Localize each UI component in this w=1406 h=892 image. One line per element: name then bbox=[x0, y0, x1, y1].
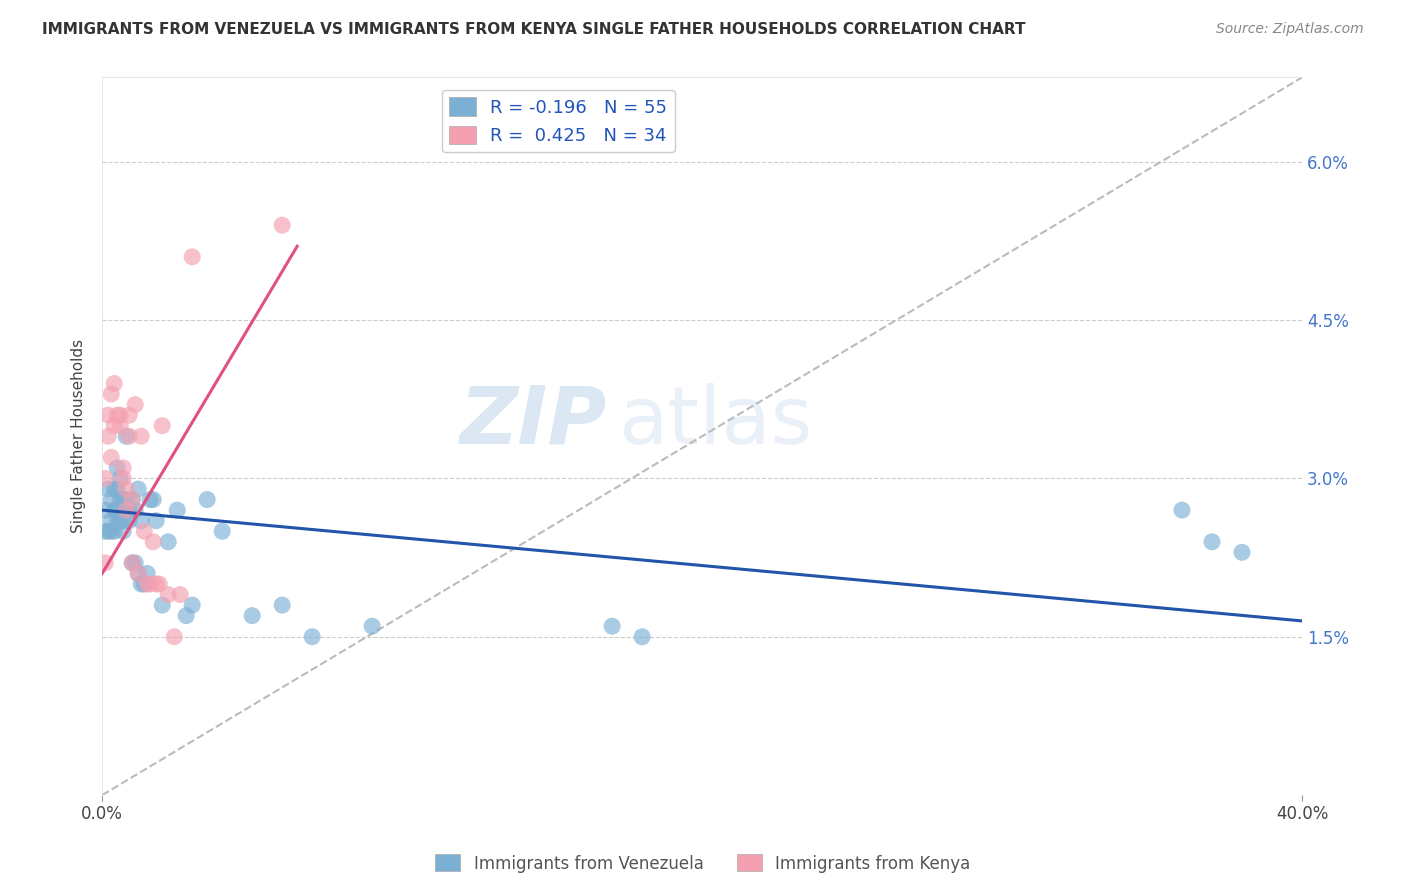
Point bbox=[121, 492, 143, 507]
Point bbox=[169, 588, 191, 602]
Point bbox=[108, 471, 131, 485]
Point bbox=[112, 524, 135, 539]
Point bbox=[129, 514, 152, 528]
Point bbox=[105, 482, 128, 496]
Point bbox=[150, 598, 173, 612]
Legend: R = -0.196   N = 55, R =  0.425   N = 34: R = -0.196 N = 55, R = 0.425 N = 34 bbox=[441, 90, 675, 153]
Point bbox=[108, 492, 131, 507]
Point bbox=[142, 534, 165, 549]
Point bbox=[108, 418, 131, 433]
Point bbox=[124, 503, 146, 517]
Point bbox=[139, 577, 162, 591]
Point bbox=[136, 566, 159, 581]
Text: atlas: atlas bbox=[619, 383, 813, 461]
Point bbox=[100, 492, 122, 507]
Point bbox=[124, 556, 146, 570]
Point bbox=[631, 630, 654, 644]
Point bbox=[103, 524, 125, 539]
Legend: Immigrants from Venezuela, Immigrants from Kenya: Immigrants from Venezuela, Immigrants fr… bbox=[429, 847, 977, 880]
Point bbox=[134, 524, 156, 539]
Point bbox=[271, 218, 294, 232]
Point bbox=[115, 503, 138, 517]
Point bbox=[157, 534, 180, 549]
Point bbox=[112, 461, 135, 475]
Point bbox=[124, 398, 146, 412]
Text: Source: ZipAtlas.com: Source: ZipAtlas.com bbox=[1216, 22, 1364, 37]
Point bbox=[157, 588, 180, 602]
Point bbox=[271, 598, 294, 612]
Point bbox=[112, 492, 135, 507]
Point bbox=[97, 429, 120, 443]
Point bbox=[103, 418, 125, 433]
Point bbox=[361, 619, 384, 633]
Point bbox=[108, 408, 131, 422]
Point bbox=[150, 418, 173, 433]
Point bbox=[115, 503, 138, 517]
Text: ZIP: ZIP bbox=[458, 383, 606, 461]
Point bbox=[163, 630, 186, 644]
Point bbox=[100, 450, 122, 465]
Point bbox=[94, 503, 117, 517]
Point bbox=[94, 556, 117, 570]
Point bbox=[136, 577, 159, 591]
Point bbox=[118, 514, 141, 528]
Point bbox=[1230, 545, 1253, 559]
Point bbox=[240, 608, 263, 623]
Point bbox=[118, 503, 141, 517]
Point bbox=[118, 408, 141, 422]
Point bbox=[97, 524, 120, 539]
Point bbox=[105, 461, 128, 475]
Point bbox=[600, 619, 623, 633]
Point bbox=[103, 482, 125, 496]
Point bbox=[134, 577, 156, 591]
Point bbox=[105, 503, 128, 517]
Point bbox=[121, 556, 143, 570]
Y-axis label: Single Father Households: Single Father Households bbox=[72, 339, 86, 533]
Point bbox=[115, 492, 138, 507]
Point bbox=[1201, 534, 1223, 549]
Point bbox=[195, 492, 218, 507]
Point bbox=[127, 566, 149, 581]
Point bbox=[145, 514, 167, 528]
Point bbox=[112, 471, 135, 485]
Point bbox=[105, 514, 128, 528]
Point bbox=[100, 524, 122, 539]
Point bbox=[97, 408, 120, 422]
Point bbox=[211, 524, 233, 539]
Point bbox=[97, 482, 120, 496]
Point bbox=[105, 408, 128, 422]
Point bbox=[100, 387, 122, 401]
Point bbox=[115, 429, 138, 443]
Point bbox=[103, 376, 125, 391]
Point bbox=[112, 503, 135, 517]
Point bbox=[115, 482, 138, 496]
Point bbox=[129, 577, 152, 591]
Point bbox=[94, 471, 117, 485]
Text: IMMIGRANTS FROM VENEZUELA VS IMMIGRANTS FROM KENYA SINGLE FATHER HOUSEHOLDS CORR: IMMIGRANTS FROM VENEZUELA VS IMMIGRANTS … bbox=[42, 22, 1026, 37]
Point bbox=[121, 492, 143, 507]
Point bbox=[181, 250, 204, 264]
Point bbox=[112, 514, 135, 528]
Point bbox=[129, 429, 152, 443]
Point bbox=[94, 524, 117, 539]
Point bbox=[100, 514, 122, 528]
Point bbox=[127, 482, 149, 496]
Point bbox=[174, 608, 197, 623]
Point bbox=[1171, 503, 1194, 517]
Point bbox=[148, 577, 170, 591]
Point bbox=[139, 492, 162, 507]
Point bbox=[301, 630, 323, 644]
Point bbox=[103, 503, 125, 517]
Point bbox=[166, 503, 188, 517]
Point bbox=[142, 492, 165, 507]
Point bbox=[118, 429, 141, 443]
Point bbox=[127, 566, 149, 581]
Point bbox=[181, 598, 204, 612]
Point bbox=[121, 556, 143, 570]
Point bbox=[108, 514, 131, 528]
Point bbox=[145, 577, 167, 591]
